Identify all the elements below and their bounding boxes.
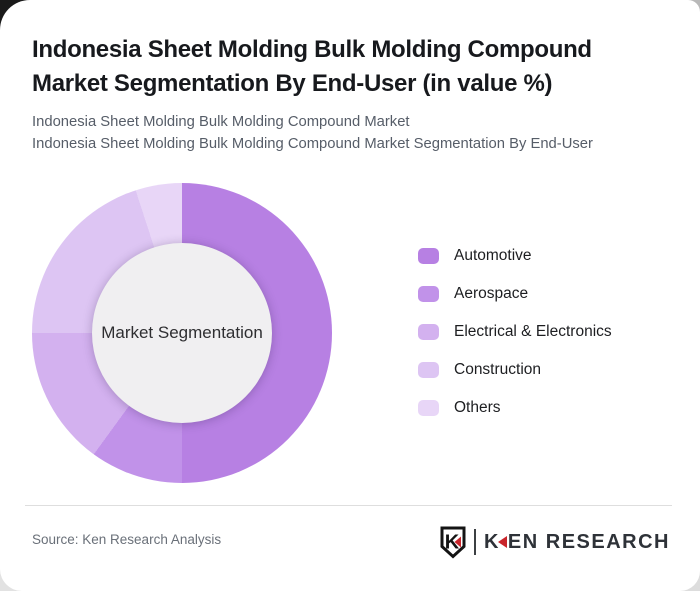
donut-center: Market Segmentation	[92, 243, 272, 423]
chart-subtitle: Indonesia Sheet Molding Bulk Molding Com…	[32, 112, 593, 155]
donut-center-label: Market Segmentation	[101, 323, 263, 342]
legend-swatch	[418, 323, 439, 340]
source-text: Source: Ken Research Analysis	[32, 532, 222, 547]
legend-swatch	[418, 399, 439, 416]
logo-badge-letter: K	[445, 531, 460, 553]
logo-badge-red-triangle-icon	[454, 536, 461, 547]
legend-label: Construction	[454, 360, 542, 378]
logo-brand-text: K EN RESEARCH	[484, 531, 670, 554]
footer-divider	[25, 505, 672, 506]
subtitle-line-2: Indonesia Sheet Molding Bulk Molding Com…	[32, 135, 593, 152]
legend-label: Automotive	[454, 246, 532, 264]
red-triangle-icon	[497, 536, 507, 548]
legend-swatch	[418, 361, 439, 378]
ken-research-logo: K K EN RESEARCH	[440, 524, 670, 560]
donut-chart: Market Segmentation	[32, 183, 332, 483]
page-title: Indonesia Sheet Molding Bulk Molding Com…	[32, 36, 592, 97]
legend-label: Others	[454, 398, 501, 416]
legend-item: Construction	[418, 361, 612, 378]
legend: Automotive Aerospace Electrical & Electron…	[418, 247, 612, 416]
legend-item: Aerospace	[418, 285, 612, 302]
legend-item: Electrical & Electronics	[418, 323, 612, 340]
legend-label: Electrical & Electronics	[454, 322, 612, 340]
legend-swatch	[418, 285, 439, 302]
logo-divider	[473, 529, 476, 555]
subtitle-line-1: Indonesia Sheet Molding Bulk Molding Com…	[32, 114, 410, 130]
brand-first-letter: K	[483, 530, 500, 553]
brand-rest: EN RESEARCH	[507, 530, 670, 553]
legend-swatch	[418, 247, 439, 264]
legend-item: Automotive	[418, 247, 612, 264]
legend-item: Others	[418, 399, 612, 416]
logo-shield-icon: K	[440, 526, 466, 559]
legend-label: Aerospace	[454, 284, 529, 302]
